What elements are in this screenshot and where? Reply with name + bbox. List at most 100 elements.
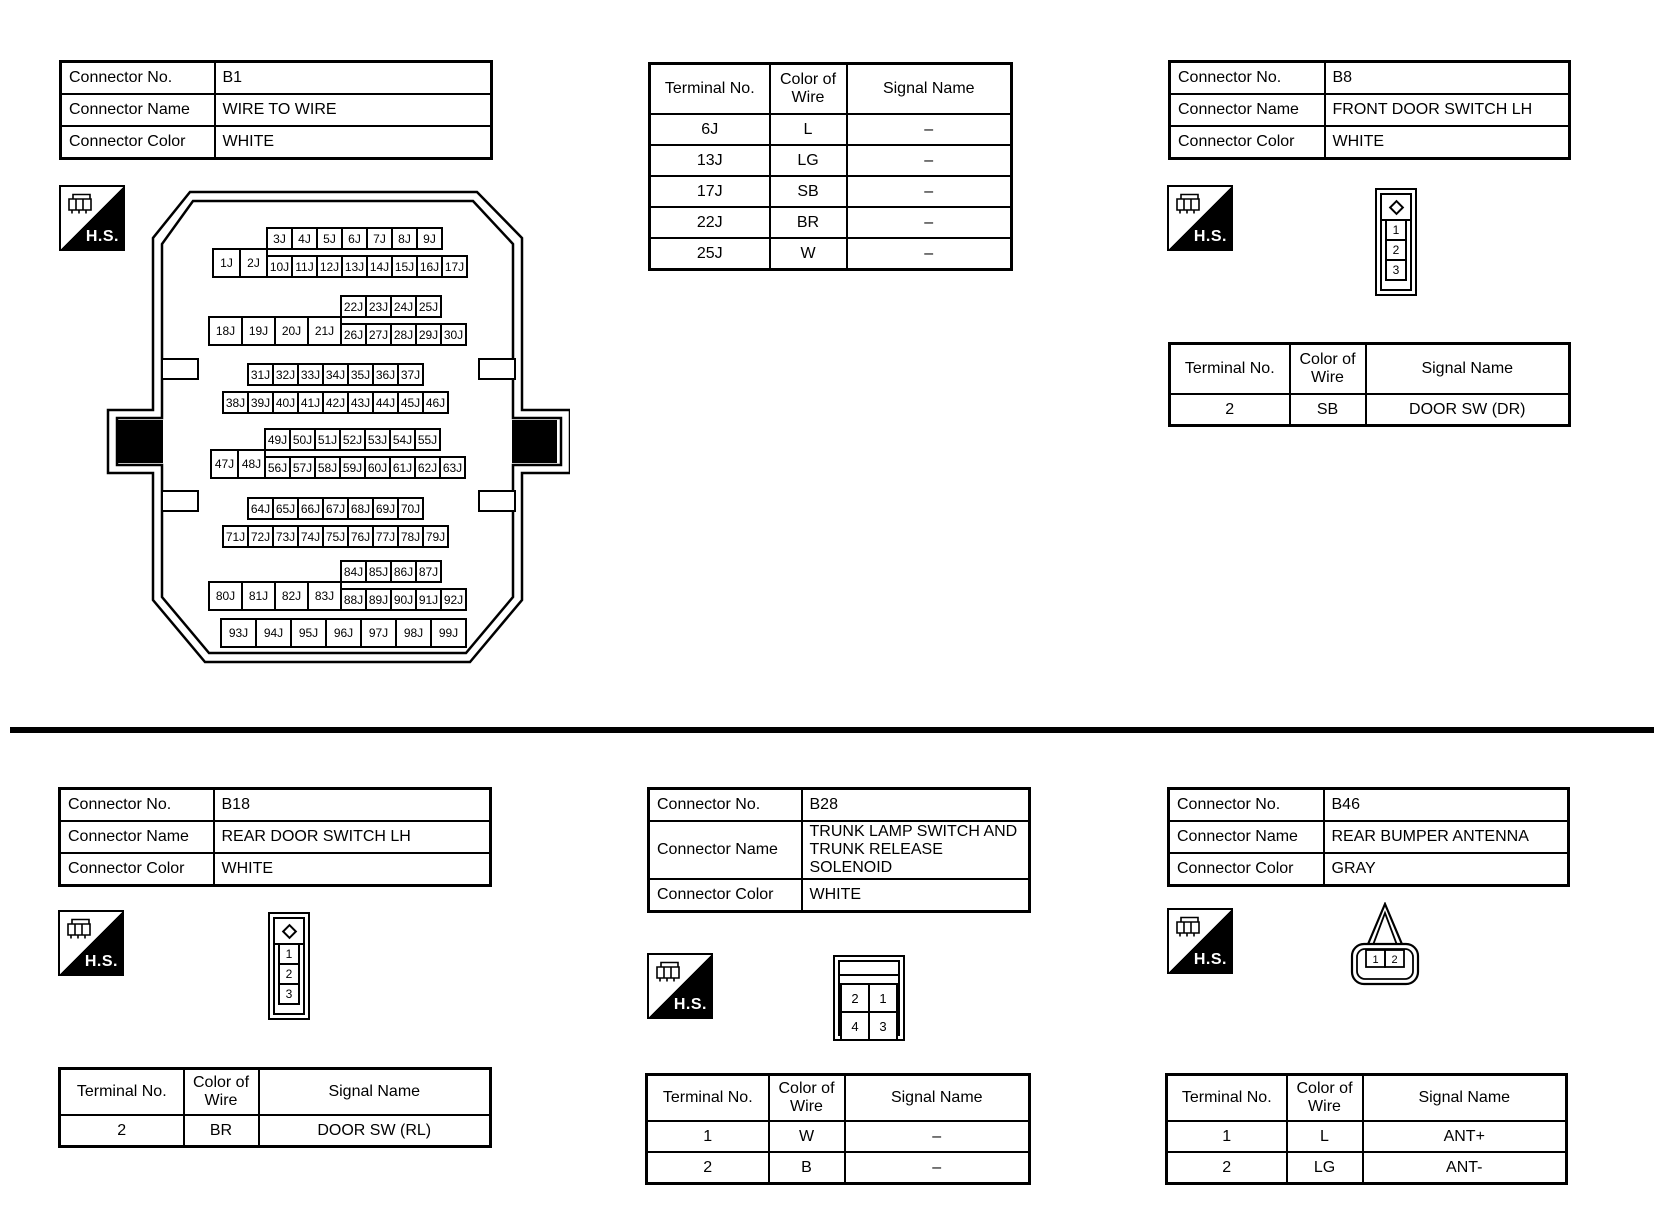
pin-65J: 65J: [272, 497, 299, 520]
connector-no-label: Connector No.: [58, 787, 215, 822]
pin-78J: 78J: [397, 525, 424, 548]
signal-name-header: Signal Name: [257, 1067, 492, 1116]
wire-color-cell: L: [1285, 1120, 1364, 1153]
signal-name-cell: –: [845, 206, 1013, 239]
hs-connector-glyph: [1176, 916, 1200, 937]
hs-label: H.S.: [84, 953, 118, 970]
pin-7J: 7J: [366, 227, 393, 250]
pin-79J: 79J: [422, 525, 449, 548]
pin-89J: 89J: [365, 588, 392, 611]
terminal-number-cell: 2: [645, 1151, 770, 1185]
pin-56J: 56J: [264, 456, 291, 479]
pin-group-3: 31J 32J 33J 34J 35J 36J 37J 38J 39J 40J 41J 42J 43J 4…: [222, 363, 449, 414]
connector-color-value: WHITE: [212, 852, 492, 887]
hs-stamp: H.S.: [647, 953, 713, 1019]
wire-color-cell: SB: [768, 175, 848, 208]
pin-92J: 92J: [440, 588, 467, 611]
b1-info-table: Connector No. B1 Connector Name WIRE TO …: [59, 60, 493, 160]
terminal-row: 13J LG –: [648, 144, 1013, 177]
cavity-2: 2: [840, 983, 870, 1013]
cavity-1: 1: [1385, 219, 1407, 241]
terminal-row: 22J BR –: [648, 206, 1013, 239]
section-divider: [10, 727, 1654, 733]
signal-name-cell: DOOR SW (DR): [1364, 393, 1571, 427]
wire-color-cell: L: [768, 113, 848, 146]
connector-name-value: TRUNK LAMP SWITCH AND TRUNK RELEASE SOLE…: [800, 820, 1031, 880]
connector-color-label: Connector Color: [59, 125, 216, 160]
connector-color-value: WHITE: [800, 878, 1031, 913]
signal-name-cell: ANT-: [1361, 1151, 1568, 1185]
pin-18J: 18J: [208, 316, 243, 346]
terminal-number-cell: 2: [58, 1114, 185, 1148]
pin-13J: 13J: [341, 255, 368, 278]
pin-25J: 25J: [415, 295, 442, 318]
connector-name-label: Connector Name: [58, 820, 215, 854]
pin-96J: 96J: [325, 618, 362, 648]
b28-info-table: Connector No. B28 Connector Name TRUNK L…: [647, 787, 1031, 913]
cavity-3: 3: [1385, 259, 1407, 281]
pin-row: 3J 4J 5J 6J 7J 8J 9J: [266, 227, 468, 250]
terminal-row: 25J W –: [648, 237, 1013, 271]
pin-39J: 39J: [247, 391, 274, 414]
signal-name-cell: –: [843, 1151, 1031, 1185]
pin-row: 93J 94J 95J 96J 97J 98J 99J: [220, 618, 467, 648]
b46-body-inner: [1356, 948, 1414, 980]
pin-32J: 32J: [272, 363, 299, 386]
connector-latch-strip: [840, 962, 898, 976]
connector-no-value: B46: [1322, 787, 1570, 822]
color-of-wire-header: Color of Wire: [1285, 1073, 1364, 1122]
hs-connector-glyph: [68, 193, 92, 214]
cavity-3: 3: [278, 983, 300, 1005]
wire-color-cell: W: [768, 237, 848, 271]
pin-49J: 49J: [264, 428, 291, 451]
pin-36J: 36J: [372, 363, 399, 386]
pin-35J: 35J: [347, 363, 374, 386]
connector-no-label: Connector No.: [1168, 60, 1326, 95]
pin-15J: 15J: [391, 255, 418, 278]
pin-72J: 72J: [247, 525, 274, 548]
connector-name-value: REAR BUMPER ANTENNA: [1322, 820, 1570, 854]
pin-81J: 81J: [241, 581, 276, 611]
pin-45J: 45J: [397, 391, 424, 414]
keying-slot: [275, 919, 303, 945]
terminal-no-header: Terminal No.: [58, 1067, 185, 1116]
pin-group-4: 49J 50J 51J 52J 53J 54J 55J 47J 48J 56J 57J 58J 59J 6…: [210, 428, 466, 479]
pin-90J: 90J: [390, 588, 417, 611]
pin-row: 71J 72J 73J 74J 75J 76J 77J 78J 79J: [222, 518, 449, 548]
pin-48J: 48J: [237, 449, 266, 479]
b18-cavity-inner: 1 2 3: [273, 917, 305, 1015]
pin-87J: 87J: [415, 560, 442, 583]
hs-label: H.S.: [1193, 228, 1227, 245]
pin-16J: 16J: [416, 255, 443, 278]
b1-terminal-table: Terminal No. Color of Wire Signal Name 6…: [648, 62, 1013, 271]
b46-terminal-table: Terminal No. Color of Wire Signal Name 1…: [1165, 1073, 1568, 1185]
signal-name-cell: –: [845, 113, 1013, 146]
hs-stamp: H.S.: [59, 185, 125, 251]
pin-97J: 97J: [360, 618, 397, 648]
pin-80J: 80J: [208, 581, 243, 611]
pin-70J: 70J: [397, 497, 424, 520]
hs-connector-glyph: [656, 961, 680, 982]
signal-name-header: Signal Name: [1364, 342, 1571, 395]
pin-14J: 14J: [366, 255, 393, 278]
connector-color-value: WHITE: [213, 125, 493, 160]
housing-notch: [478, 358, 516, 380]
cavity-2-box: [1384, 949, 1405, 968]
terminal-number-cell: 1: [645, 1120, 770, 1153]
cavity-1: 1: [278, 943, 300, 965]
cavity-2: 2: [1385, 239, 1407, 261]
terminal-number-cell: 25J: [648, 237, 771, 271]
color-of-wire-header: Color of Wire: [767, 1073, 846, 1122]
connector-color-value: WHITE: [1323, 125, 1571, 160]
connector-no-label: Connector No.: [647, 787, 803, 822]
pin-row: 38J 39J 40J 41J 42J 43J 44J 45J 46J: [222, 384, 449, 414]
wire-color-cell: SB: [1288, 393, 1367, 427]
connector-name-label: Connector Name: [1167, 820, 1325, 854]
hs-connector-glyph: [67, 918, 91, 939]
pin-98J: 98J: [395, 618, 432, 648]
terminal-row: 17J SB –: [648, 175, 1013, 208]
color-of-wire-header: Color of Wire: [768, 62, 848, 115]
pin-3J: 3J: [266, 227, 293, 250]
hs-stamp: H.S.: [1167, 185, 1233, 251]
pin-66J: 66J: [297, 497, 324, 520]
